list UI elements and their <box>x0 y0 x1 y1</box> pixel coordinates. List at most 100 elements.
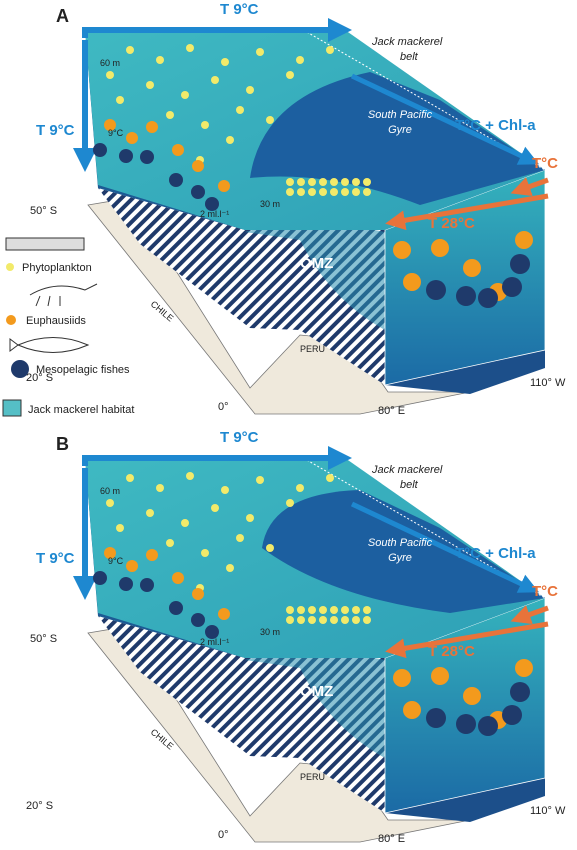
mesopelagic-fish <box>510 254 530 274</box>
mesopelagic-fish <box>119 149 133 163</box>
phytoplankton <box>308 178 316 186</box>
phytoplankton <box>201 549 209 557</box>
mesopelagic-fish <box>205 625 219 639</box>
lon-label: 80° E <box>378 833 405 845</box>
phytoplankton <box>201 121 209 129</box>
legend-label: Mesopelagic fishes <box>36 364 130 376</box>
euphausiid <box>393 669 411 687</box>
phytoplankton <box>226 136 234 144</box>
phytoplankton <box>166 111 174 119</box>
panel: B T 9°C Jack mackerel belt 60 m T 9°C 9°C South… <box>26 429 566 845</box>
temp-label: T 28°C <box>428 215 475 232</box>
phytoplankton <box>363 616 371 624</box>
mesopelagic-fish <box>93 143 107 157</box>
phytoplankton <box>266 544 274 552</box>
phytoplankton <box>156 484 164 492</box>
euphausiid <box>104 547 116 559</box>
mesopelagic-fish <box>478 716 498 736</box>
mesopelagic-fish <box>502 277 522 297</box>
euphausiid <box>104 119 116 131</box>
legend-label: Phytoplankton <box>22 262 92 274</box>
phytoplankton <box>286 499 294 507</box>
phytoplankton <box>308 606 316 614</box>
euphausiid <box>431 667 449 685</box>
gyre <box>262 490 545 613</box>
gyre-label: Gyre <box>388 552 412 564</box>
phytoplankton <box>296 56 304 64</box>
mesopelagic-fish <box>426 708 446 728</box>
temp-label: T 28°C <box>428 643 475 660</box>
phytoplankton <box>363 188 371 196</box>
mesopelagic-fish <box>502 705 522 725</box>
legend: Phytoplankton Euphausiids Mesopelagic fi… <box>2 237 134 417</box>
phytoplankton <box>286 178 294 186</box>
phytoplankton <box>319 178 327 186</box>
mesopelagic-fish <box>510 682 530 702</box>
top-arrow <box>82 446 352 470</box>
phytoplankton <box>221 486 229 494</box>
temp-label: T°C + Chl-a <box>455 545 536 562</box>
lat-label: 20° S <box>26 372 53 384</box>
euphausiid <box>192 588 204 600</box>
legend-label: Jack mackerel habitat <box>28 404 134 416</box>
mesopelagic-icon <box>11 360 29 378</box>
depth-label: 30 m <box>260 627 280 637</box>
phytoplankton <box>146 81 154 89</box>
mesopelagic-fish <box>426 280 446 300</box>
euphausiid <box>218 180 230 192</box>
phytoplankton <box>106 499 114 507</box>
temp-label: T°C <box>532 583 558 600</box>
phytoplankton <box>330 178 338 186</box>
phytoplankton <box>236 534 244 542</box>
mesopelagic-fish <box>119 577 133 591</box>
lat-label: 50° S <box>30 633 57 645</box>
phytoplankton <box>319 616 327 624</box>
panel-label: A <box>56 6 69 26</box>
lat-label: 50° S <box>30 205 57 217</box>
euphausiid <box>393 241 411 259</box>
phytoplankton <box>256 48 264 56</box>
belt-label: Jack mackerel <box>371 36 443 48</box>
omz-label: OMZ <box>300 683 333 700</box>
phytoplankton <box>308 188 316 196</box>
temp-label: 9°C <box>108 556 124 566</box>
mesopelagic-fish <box>93 571 107 585</box>
omz-zone <box>245 651 385 758</box>
belt-label: belt <box>400 479 419 491</box>
fish-icon <box>9 337 90 353</box>
phytoplankton <box>256 476 264 484</box>
mesopelagic-fish <box>191 613 205 627</box>
mesopelagic-fish <box>169 173 183 187</box>
omz-zone <box>245 223 385 330</box>
euphausiid <box>146 549 158 561</box>
phytoplankton <box>319 606 327 614</box>
phytoplankton <box>319 188 327 196</box>
phytoplankton <box>286 606 294 614</box>
euphausiid <box>126 560 138 572</box>
mesopelagic-fish <box>478 288 498 308</box>
phytoplankton <box>226 564 234 572</box>
gyre <box>250 72 545 205</box>
warm-arrow <box>510 177 549 197</box>
phytoplankton <box>186 44 194 52</box>
euphausiid <box>463 687 481 705</box>
gyre-label: South Pacific <box>368 109 433 121</box>
phytoplankton <box>326 46 334 54</box>
phytoplankton <box>126 474 134 482</box>
phytoplankton <box>352 616 360 624</box>
warm-arrow <box>385 193 549 231</box>
lat-label: 0° <box>218 401 229 413</box>
phytoplankton <box>186 472 194 480</box>
oxygen-label: 2 ml.l⁻¹ <box>200 209 229 219</box>
mesopelagic-fish <box>456 714 476 734</box>
phytoplankton <box>106 71 114 79</box>
phytoplankton <box>297 606 305 614</box>
phytoplankton <box>308 616 316 624</box>
oxygen-label: 2 ml.l⁻¹ <box>200 637 229 647</box>
shrimp-icon <box>29 283 98 307</box>
temp-label: T 9°C <box>36 122 75 139</box>
phytoplankton <box>286 71 294 79</box>
phytoplankton <box>330 188 338 196</box>
warm-arrow <box>385 621 549 659</box>
phytoplankton <box>286 616 294 624</box>
